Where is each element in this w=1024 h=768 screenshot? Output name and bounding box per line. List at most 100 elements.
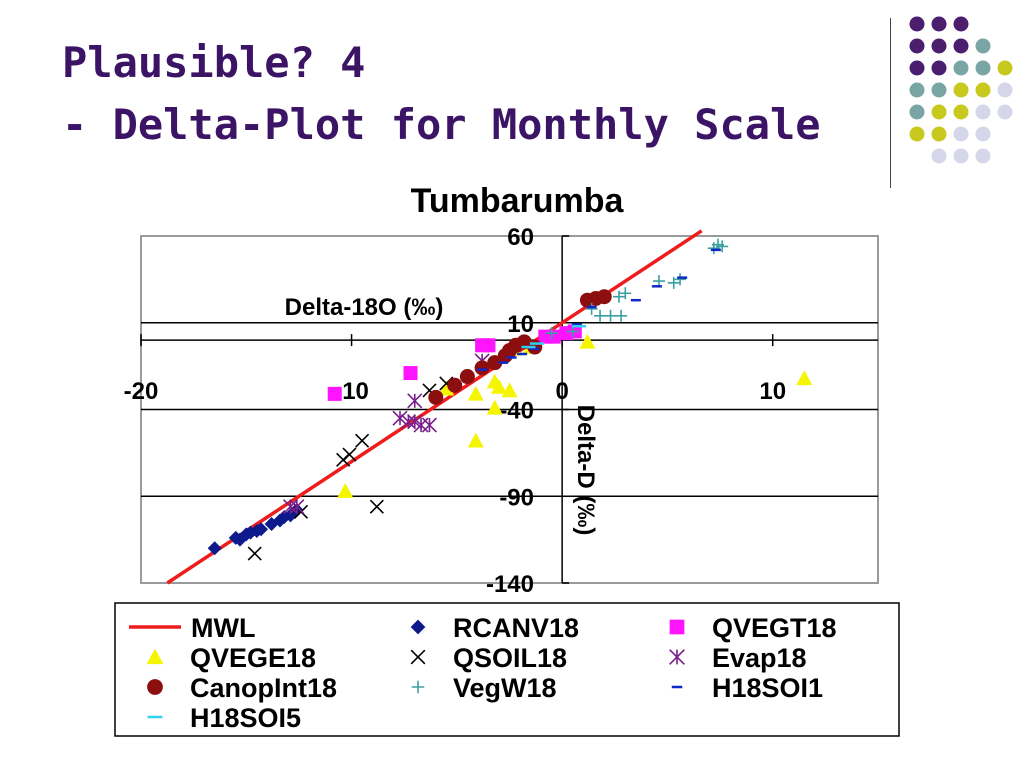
point-qsoil18 bbox=[369, 499, 384, 514]
legend-label: MWL bbox=[191, 613, 255, 643]
legend-label: Evap18 bbox=[712, 643, 807, 673]
point-evap18 bbox=[392, 410, 408, 426]
decor-dot bbox=[909, 16, 925, 32]
decor-dot bbox=[953, 38, 969, 54]
x-tick-label: 0 bbox=[555, 378, 568, 405]
y-axis-label: Delta-D (‰) bbox=[572, 405, 599, 536]
point-canopint18 bbox=[596, 289, 612, 305]
point-canopint18 bbox=[474, 360, 490, 376]
point-vegw18 bbox=[667, 276, 680, 289]
point-vegw18 bbox=[674, 273, 687, 286]
slide-title-line2: - Delta-Plot for Monthly Scale bbox=[62, 100, 821, 149]
point-canopint18 bbox=[459, 369, 475, 385]
point-qsoil18 bbox=[336, 452, 351, 467]
point-evap18 bbox=[669, 649, 685, 665]
decor-dot bbox=[975, 38, 991, 54]
legend-label: H18SOI5 bbox=[190, 703, 301, 733]
point-vegw18 bbox=[594, 309, 607, 322]
point-qvege18 bbox=[486, 399, 503, 415]
slide-title-line1: Plausible? 4 bbox=[62, 38, 366, 87]
decor-dot bbox=[931, 148, 947, 164]
gridlines bbox=[141, 322, 878, 497]
legend: MWL RCANV18 QVEGT18 QVEGE18 QSOIL18 Evap18 Can… bbox=[129, 613, 837, 733]
decor-dot bbox=[975, 82, 991, 98]
decor-dot bbox=[931, 60, 947, 76]
point-qsoil18 bbox=[247, 546, 262, 561]
decor-dot bbox=[953, 104, 969, 120]
decor-dot bbox=[931, 16, 947, 32]
point-qvege18 bbox=[467, 385, 484, 401]
point-evap18 bbox=[421, 417, 438, 433]
point-qvegt18 bbox=[481, 338, 496, 353]
decor-dot bbox=[953, 82, 969, 98]
axes bbox=[140, 235, 878, 584]
decor-dot bbox=[997, 82, 1013, 98]
mwl-line-layer bbox=[166, 229, 703, 585]
decor-dot bbox=[975, 126, 991, 142]
point-vegw18 bbox=[716, 240, 729, 253]
decor-dot bbox=[909, 126, 925, 142]
decor-dot bbox=[931, 104, 947, 120]
x-tick-label: 10 bbox=[759, 378, 786, 405]
decor-dot bbox=[909, 104, 925, 120]
decor-dot bbox=[997, 104, 1013, 120]
x-axis-label: Delta-18O (‰) bbox=[285, 294, 444, 321]
legend-label: QVEGE18 bbox=[190, 643, 316, 673]
point-rcanv18 bbox=[283, 508, 298, 523]
decor-dot bbox=[953, 148, 969, 164]
point-qvege18 bbox=[501, 382, 518, 398]
decor-dot bbox=[909, 60, 925, 76]
point-vegw18 bbox=[619, 287, 632, 300]
point-qvegt18 bbox=[327, 386, 342, 401]
point-qsoil18 bbox=[410, 649, 426, 665]
decor-dot bbox=[997, 60, 1013, 76]
point-qvegt18 bbox=[546, 329, 561, 344]
y-tick-label: 10 bbox=[507, 311, 534, 338]
point-vegw18 bbox=[604, 309, 617, 322]
decor-dot bbox=[931, 82, 947, 98]
chart-title: Tumbarumba bbox=[411, 182, 625, 220]
decorative-dot-grid bbox=[909, 16, 1013, 164]
point-qvege18 bbox=[438, 380, 455, 396]
point-vegw18 bbox=[411, 680, 425, 694]
data-points-layer bbox=[207, 238, 813, 561]
decor-dot bbox=[953, 16, 969, 32]
decor-dot bbox=[975, 104, 991, 120]
point-evap18 bbox=[400, 414, 416, 430]
mwl-line bbox=[166, 229, 703, 585]
legend-label: CanopInt18 bbox=[190, 673, 337, 703]
point-qvegt18 bbox=[669, 619, 685, 635]
decor-dot bbox=[975, 60, 991, 76]
point-qvege18 bbox=[146, 648, 164, 665]
point-rcanv18 bbox=[254, 522, 269, 537]
point-canopint18 bbox=[428, 389, 444, 405]
y-tick-label: 60 bbox=[507, 224, 534, 251]
point-evap18 bbox=[407, 393, 423, 409]
legend-label: QSOIL18 bbox=[453, 643, 567, 673]
decor-dot bbox=[931, 38, 947, 54]
point-qvege18 bbox=[579, 333, 596, 349]
legend-label: QVEGT18 bbox=[712, 613, 837, 643]
decor-dot bbox=[953, 126, 969, 142]
y-tick-label: -90 bbox=[499, 484, 534, 511]
point-qvegt18 bbox=[403, 366, 418, 381]
point-qvege18 bbox=[467, 432, 484, 448]
y-tick-label: -140 bbox=[486, 571, 534, 598]
legend-label: H18SOI1 bbox=[712, 673, 823, 703]
point-rcanv18 bbox=[207, 541, 222, 556]
decor-dot bbox=[909, 82, 925, 98]
decor-dot bbox=[953, 60, 969, 76]
decor-dot bbox=[909, 38, 925, 54]
point-vegw18 bbox=[545, 327, 558, 340]
legend-label: RCANV18 bbox=[453, 613, 579, 643]
point-canopint18 bbox=[502, 343, 517, 359]
point-evap18 bbox=[289, 499, 305, 515]
decor-dot bbox=[975, 148, 991, 164]
point-qvege18 bbox=[796, 370, 813, 386]
y-tick-label: -40 bbox=[499, 398, 534, 425]
point-vegw18 bbox=[615, 309, 628, 322]
title-divider-rule bbox=[890, 18, 891, 188]
x-tick-label: -20 bbox=[124, 378, 159, 405]
point-vegw18 bbox=[585, 302, 598, 315]
